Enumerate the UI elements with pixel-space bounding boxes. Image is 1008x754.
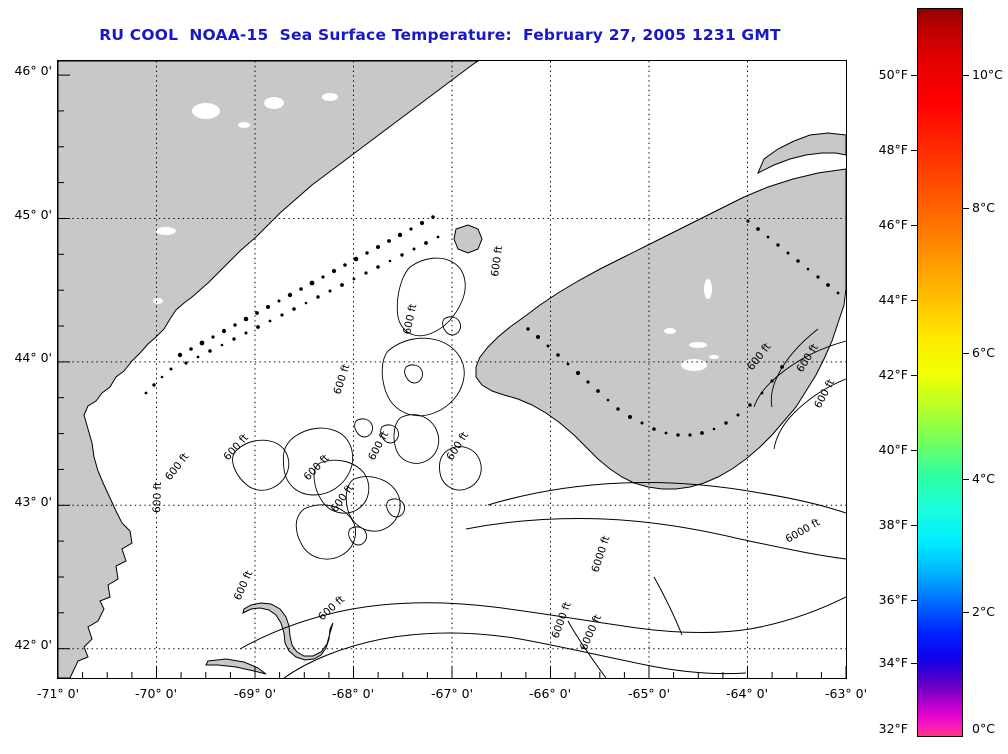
cb-label-f: 48°F — [878, 142, 908, 157]
cb-tick-mark — [911, 75, 917, 76]
tick-layer — [58, 74, 846, 678]
y-tick-label: 46° 0' — [14, 63, 52, 78]
x-tick-label: -65° 0' — [627, 686, 671, 701]
x-tick-label: -67° 0' — [430, 686, 474, 701]
cb-tick-mark — [911, 525, 917, 526]
cb-label-c: 0°C — [972, 721, 995, 736]
cb-tick-mark — [911, 600, 917, 601]
x-tick-label: -63° 0' — [824, 686, 868, 701]
land-new-england-maine — [58, 61, 479, 678]
cb-label-f: 34°F — [878, 655, 908, 670]
cb-tick-mark — [911, 225, 917, 226]
y-major-ticks — [58, 74, 70, 650]
bathymetry-6000ft-layer — [239, 481, 846, 678]
temperature-colorbar[interactable]: 50°F 48°F 46°F 44°F 42°F 40°F 38°F 36°F … — [879, 8, 1003, 737]
land-grand-manan — [453, 224, 483, 254]
map-plot-area[interactable]: 600 ft 600 ft 600 ft 600 ft 600 ft 600 f… — [57, 60, 847, 679]
y-tick-label: 44° 0' — [14, 350, 52, 365]
cb-label-f: 50°F — [878, 67, 908, 82]
page-title: RU COOL NOAA-15 Sea Surface Temperature:… — [99, 26, 781, 44]
cb-label-f: 32°F — [878, 721, 908, 736]
cb-tick-mark — [963, 208, 969, 209]
x-tick-label: -69° 0' — [233, 686, 277, 701]
cb-label-f: 44°F — [878, 292, 908, 307]
y-tick-label: 42° 0' — [14, 637, 52, 652]
cb-tick-mark — [911, 663, 917, 664]
cb-label-c: 4°C — [972, 471, 995, 486]
y-tick-label: 43° 0' — [14, 494, 52, 509]
cb-tick-mark — [911, 450, 917, 451]
cb-label-f: 40°F — [878, 442, 908, 457]
cb-label-c: 8°C — [972, 200, 995, 215]
land-nova-scotia — [475, 168, 846, 490]
cb-tick-mark — [963, 479, 969, 480]
landmass-layer — [58, 61, 846, 678]
x-minor-ticks — [82, 672, 822, 678]
cb-label-c: 2°C — [972, 604, 995, 619]
contour-label-600ft: 600 ft — [151, 482, 164, 513]
cb-tick-mark — [911, 150, 917, 151]
x-tick-label: -64° 0' — [725, 686, 769, 701]
cb-tick-mark — [963, 612, 969, 613]
contour-label-600ft: 600 ft — [489, 245, 505, 277]
cloud-patches-layer — [153, 72, 719, 371]
x-tick-label: -66° 0' — [528, 686, 572, 701]
land-cape-breton — [757, 132, 846, 175]
y-minor-ticks — [58, 110, 64, 614]
cb-label-f: 36°F — [878, 592, 908, 607]
cb-label-c: 10°C — [972, 67, 1003, 82]
x-tick-label: -68° 0' — [331, 686, 375, 701]
cb-label-c: 6°C — [972, 345, 995, 360]
cb-label-f: 42°F — [878, 367, 908, 382]
bathymetry-600ft-layer — [232, 257, 846, 560]
cb-label-f: 46°F — [878, 217, 908, 232]
y-tick-label: 45° 0' — [14, 207, 52, 222]
cb-label-f: 38°F — [878, 517, 908, 532]
cb-tick-mark — [963, 353, 969, 354]
colorbar-gradient — [917, 8, 963, 737]
maine-islands — [144, 215, 440, 395]
cb-tick-mark — [963, 75, 969, 76]
x-tick-label: -71° 0' — [36, 686, 80, 701]
cb-tick-mark — [911, 300, 917, 301]
land-islands-south — [205, 658, 267, 675]
x-tick-label: -70° 0' — [134, 686, 178, 701]
x-major-ticks — [58, 666, 846, 678]
land-cape-cod — [242, 602, 334, 661]
graticule-layer — [58, 61, 846, 678]
cb-tick-mark — [911, 375, 917, 376]
map-canvas: 600 ft 600 ft 600 ft 600 ft 600 ft 600 f… — [58, 61, 846, 678]
